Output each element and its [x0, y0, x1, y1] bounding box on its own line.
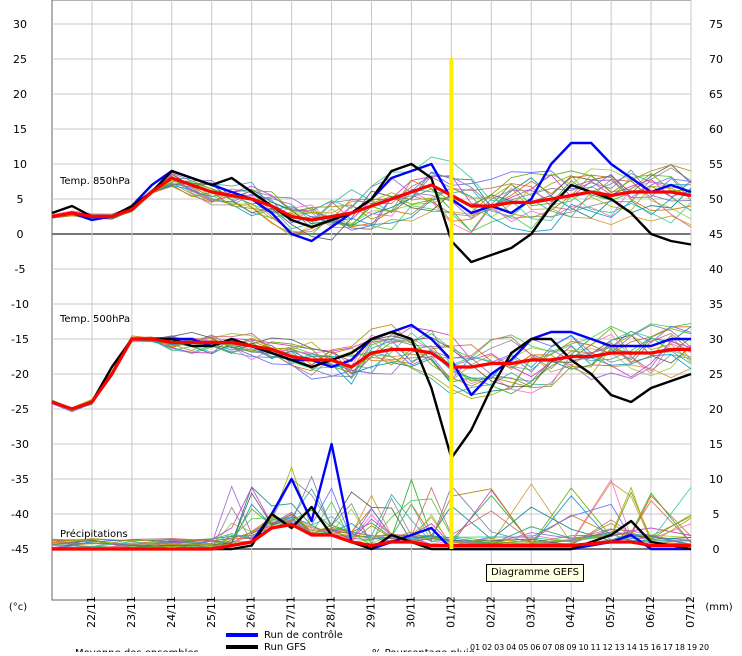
right-tick-label: 45 — [709, 228, 723, 241]
left-tick-label: -5 — [15, 263, 26, 276]
right-tick-label: 75 — [709, 18, 723, 31]
series-line-5 — [51, 337, 691, 411]
right-tick-label: 65 — [709, 88, 723, 101]
series-line-8 — [52, 522, 691, 551]
run-number: 09 — [566, 643, 576, 652]
date-tick-label: 25/11 — [205, 596, 218, 628]
legend-label: Run de contrôle — [264, 629, 343, 641]
legend-label-clipped: % Pourcentage pluie — [372, 648, 475, 652]
left-tick-label: -15 — [11, 333, 29, 346]
run-number: 08 — [554, 643, 564, 652]
left-tick-label: -10 — [11, 298, 29, 311]
ensemble-member-line — [51, 486, 692, 549]
diagram-tooltip: Diagramme GEFS — [486, 564, 584, 582]
right-tick-label: 60 — [709, 123, 723, 136]
run-number: 04 — [506, 643, 516, 652]
date-tick-label: 03/12 — [524, 596, 537, 628]
date-tick-label: 07/12 — [684, 596, 697, 628]
run-number: 18 — [675, 643, 685, 652]
right-tick-label: 50 — [709, 193, 723, 206]
date-tick-label: 06/12 — [644, 596, 657, 628]
run-number: 03 — [494, 643, 504, 652]
date-tick-label: 02/12 — [484, 596, 497, 628]
ensemble-member-line — [51, 335, 692, 409]
right-tick-label: 35 — [709, 298, 723, 311]
date-tick-label: 28/11 — [325, 596, 338, 628]
panel-label: Temp. 500hPa — [59, 314, 130, 325]
right-tick-label: 40 — [709, 263, 723, 276]
date-tick-label: 22/11 — [85, 596, 98, 628]
ensemble-member-line — [51, 331, 692, 409]
run-number: 19 — [687, 643, 697, 652]
run-number: 02 — [482, 643, 492, 652]
date-tick-label: 26/11 — [245, 596, 258, 628]
ensemble-member-line — [51, 481, 692, 547]
legend-label-clipped: Moyenne des ensembles — [75, 648, 199, 652]
left-tick-label: 30 — [13, 18, 27, 31]
left-tick-label: 15 — [13, 123, 27, 136]
right-tick-label: 10 — [709, 473, 723, 486]
left-tick-label: 20 — [13, 88, 27, 101]
left-tick-label: -30 — [11, 438, 29, 451]
right-tick-label: 25 — [709, 368, 723, 381]
right-tick-label: 55 — [709, 158, 723, 171]
date-tick-label: 04/12 — [564, 596, 577, 628]
ensemble-member-line — [51, 164, 692, 220]
highlight-series — [51, 58, 692, 551]
run-number: 07 — [542, 643, 552, 652]
right-axis-unit: (mm) — [705, 602, 732, 613]
series-line-2 — [51, 176, 692, 222]
date-tick-label: 23/11 — [125, 596, 138, 628]
right-tick-label: 5 — [713, 508, 720, 521]
run-number: 16 — [651, 643, 661, 652]
date-tick-label: 05/12 — [604, 596, 617, 628]
ensemble-member-line — [51, 495, 692, 550]
date-tick-label: 27/11 — [285, 596, 298, 628]
panel-label: Temp. 850hPa — [59, 176, 130, 187]
run-number: 20 — [699, 643, 709, 652]
date-tick-label: 24/11 — [165, 596, 178, 628]
left-tick-label: -35 — [11, 473, 29, 486]
grid — [51, 0, 692, 601]
date-tick-label: 01/12 — [444, 596, 457, 628]
run-number: 12 — [603, 643, 613, 652]
right-tick-label: 0 — [713, 543, 720, 556]
run-number: 01 — [470, 643, 480, 652]
ensemble-member-line — [51, 169, 692, 230]
left-tick-label: 5 — [17, 193, 24, 206]
right-tick-label: 15 — [709, 438, 723, 451]
ensemble-member-line — [51, 174, 692, 235]
run-number: 17 — [663, 643, 673, 652]
left-tick-label: 25 — [13, 53, 27, 66]
run-number: 14 — [627, 643, 637, 652]
ensemble-member-line — [51, 465, 692, 546]
right-tick-label: 30 — [709, 333, 723, 346]
left-tick-label: 0 — [17, 228, 24, 241]
left-axis-unit: (°c) — [9, 602, 27, 613]
run-number: 11 — [591, 643, 601, 652]
left-tick-label: -45 — [11, 543, 29, 556]
series-line-1 — [51, 162, 692, 264]
left-tick-label: -40 — [11, 508, 29, 521]
left-tick-label: -25 — [11, 403, 29, 416]
right-tick-label: 70 — [709, 53, 723, 66]
run-number: 06 — [530, 643, 540, 652]
run-number: 05 — [518, 643, 528, 652]
left-tick-label: -20 — [11, 368, 29, 381]
date-tick-label: 29/11 — [365, 596, 378, 628]
run-number: 10 — [578, 643, 588, 652]
run-number: 15 — [639, 643, 649, 652]
panel-label: Précipitations — [60, 528, 128, 540]
run-number: 13 — [615, 643, 625, 652]
right-tick-label: 20 — [709, 403, 723, 416]
legend-label: Run GFS — [264, 642, 306, 652]
left-tick-label: 10 — [13, 158, 27, 171]
date-tick-label: 30/11 — [404, 596, 417, 628]
